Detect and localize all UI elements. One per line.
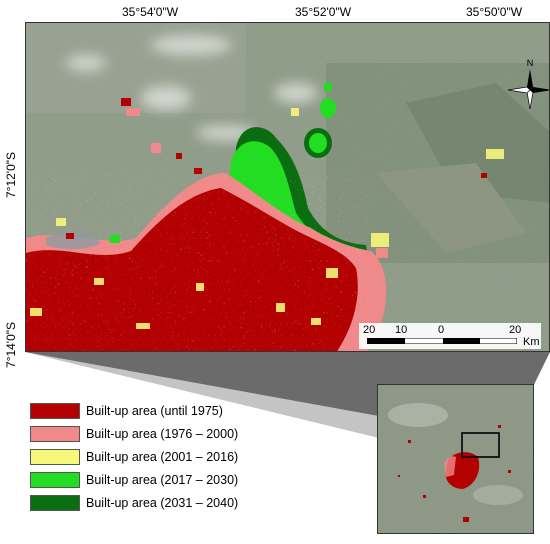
satellite-imagery bbox=[26, 23, 549, 351]
scale-tick-0: 0 bbox=[438, 324, 445, 336]
legend-swatch-1976-2000 bbox=[30, 426, 80, 442]
scale-tick-20-left: 20 bbox=[363, 324, 376, 336]
legend-label: Built-up area (2031 – 2040) bbox=[86, 496, 239, 510]
inset-map[interactable] bbox=[377, 384, 534, 534]
north-arrow-icon: N bbox=[507, 58, 549, 109]
legend-swatch-2031-2040 bbox=[30, 495, 80, 511]
north-label: N bbox=[527, 58, 534, 68]
legend-item: Built-up area (1976 – 2000) bbox=[30, 424, 238, 444]
legend: Built-up area (until 1975) Built-up area… bbox=[26, 397, 239, 516]
scale-bar-graphic bbox=[367, 338, 517, 344]
legend-label: Built-up area (2017 – 2030) bbox=[86, 473, 239, 487]
legend-item: Built-up area (2001 – 2016) bbox=[30, 447, 238, 467]
legend-item: Built-up area (2017 – 2030) bbox=[30, 470, 238, 490]
main-map[interactable]: N 20 10 0 20 Km bbox=[25, 22, 550, 352]
scale-tick-20-right: 20 bbox=[509, 324, 522, 336]
longitude-label-1: 35°54'0"W bbox=[122, 5, 179, 19]
legend-item: Built-up area (until 1975) bbox=[30, 401, 223, 421]
scale-unit: Km bbox=[523, 336, 540, 348]
legend-label: Built-up area (until 1975) bbox=[86, 404, 223, 418]
legend-swatch-2017-2030 bbox=[30, 472, 80, 488]
scale-tick-10: 10 bbox=[395, 324, 408, 336]
longitude-label-3: 35°50'0"W bbox=[466, 5, 523, 19]
legend-label: Built-up area (2001 – 2016) bbox=[86, 450, 239, 464]
legend-swatch-2001-2016 bbox=[30, 449, 80, 465]
legend-item: Built-up area (2031 – 2040) bbox=[30, 493, 238, 513]
longitude-label-2: 35°52'0"W bbox=[295, 5, 352, 19]
inset-imagery bbox=[378, 385, 533, 533]
scale-bar: 20 10 0 20 Km bbox=[359, 323, 541, 349]
legend-label: Built-up area (1976 – 2000) bbox=[86, 427, 239, 441]
legend-swatch-until-1975 bbox=[30, 403, 80, 419]
inset-extent-box bbox=[461, 432, 500, 458]
